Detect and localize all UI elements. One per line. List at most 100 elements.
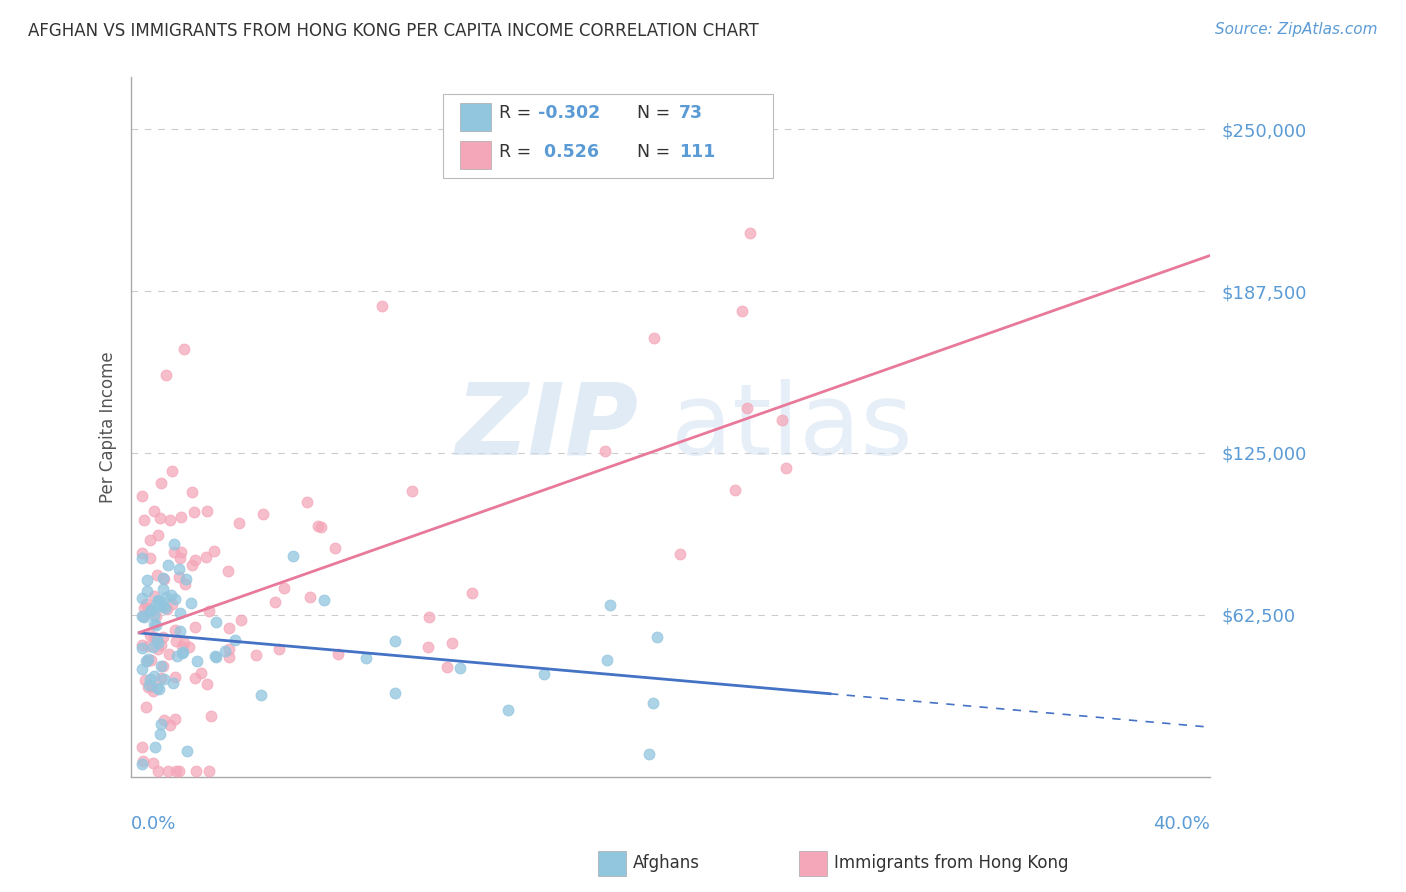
Point — [139, 533, 162, 547]
Point — [205, 615, 228, 629]
Point — [159, 718, 181, 732]
Point — [138, 678, 160, 692]
Point — [169, 624, 191, 639]
Point — [775, 461, 797, 475]
Point — [152, 713, 174, 727]
Point — [146, 641, 169, 656]
Point — [149, 595, 172, 609]
Point — [737, 401, 759, 416]
Point — [134, 673, 156, 687]
Text: atlas: atlas — [671, 378, 912, 475]
Point — [173, 343, 195, 357]
Point — [152, 659, 174, 673]
Point — [170, 510, 193, 524]
Point — [131, 546, 153, 560]
Point — [401, 484, 423, 499]
Point — [131, 608, 153, 623]
Point — [668, 547, 690, 561]
Text: R =: R = — [499, 143, 537, 161]
Point — [131, 662, 153, 676]
Point — [150, 717, 173, 731]
Point — [152, 582, 174, 597]
Text: Afghans: Afghans — [633, 855, 700, 872]
Point — [441, 636, 464, 650]
Text: 73: 73 — [679, 104, 703, 122]
Point — [143, 589, 166, 603]
Point — [418, 640, 440, 654]
Point — [159, 513, 181, 527]
Point — [131, 550, 153, 565]
Point — [135, 700, 157, 714]
Point — [135, 583, 157, 598]
Point — [436, 659, 458, 673]
Point — [194, 549, 217, 564]
Point — [177, 640, 200, 654]
Point — [169, 551, 191, 566]
Point — [176, 744, 198, 758]
Point — [143, 669, 166, 683]
Point — [162, 676, 184, 690]
Point — [148, 681, 170, 696]
Point — [138, 680, 160, 694]
Point — [533, 667, 555, 681]
Point — [314, 593, 336, 607]
Point — [143, 630, 166, 644]
Text: 0.526: 0.526 — [538, 143, 599, 161]
Point — [181, 558, 204, 573]
Point — [283, 549, 305, 563]
Point — [155, 590, 177, 604]
Point — [131, 739, 153, 754]
Point — [153, 572, 176, 586]
Point — [252, 508, 274, 522]
Point — [202, 543, 225, 558]
Point — [135, 597, 157, 611]
Point — [153, 672, 176, 686]
Point — [195, 503, 218, 517]
Point — [218, 621, 240, 635]
Point — [142, 684, 165, 698]
Point — [645, 630, 668, 644]
Point — [460, 586, 482, 600]
Point — [148, 593, 170, 607]
Point — [384, 686, 406, 700]
Point — [218, 649, 240, 664]
Point — [204, 650, 226, 665]
Point — [163, 545, 186, 559]
Point — [250, 688, 273, 702]
Point — [326, 647, 349, 661]
Point — [245, 648, 267, 662]
Point — [273, 581, 295, 595]
Text: -0.302: -0.302 — [538, 104, 600, 122]
Point — [150, 638, 173, 652]
Point — [723, 483, 745, 497]
Point — [231, 613, 253, 627]
Point — [174, 577, 197, 591]
Point — [195, 677, 218, 691]
Point — [142, 756, 165, 770]
Point — [160, 588, 183, 602]
Point — [371, 299, 394, 313]
Point — [145, 568, 167, 582]
Point — [218, 642, 240, 657]
Point — [643, 331, 665, 345]
Point — [142, 503, 165, 517]
Point — [141, 679, 163, 693]
Point — [160, 464, 183, 478]
Text: R =: R = — [499, 104, 537, 122]
Point — [157, 647, 180, 661]
Point — [323, 541, 346, 555]
Point — [145, 608, 167, 623]
Text: 40.0%: 40.0% — [1153, 815, 1211, 833]
Point — [155, 368, 177, 383]
Point — [354, 650, 377, 665]
Point — [198, 764, 221, 779]
Point — [295, 495, 318, 509]
Point — [165, 623, 187, 637]
Point — [180, 596, 202, 610]
Point — [169, 606, 191, 620]
Point — [153, 600, 176, 615]
Point — [152, 599, 174, 614]
Point — [142, 640, 165, 655]
Point — [167, 570, 190, 584]
Point — [148, 636, 170, 650]
